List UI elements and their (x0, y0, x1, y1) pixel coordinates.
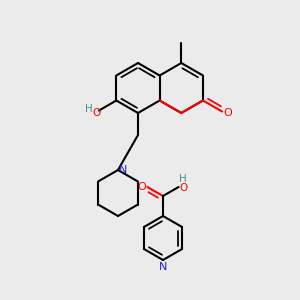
Text: N: N (159, 262, 167, 272)
Text: O: O (224, 107, 232, 118)
Text: O: O (92, 109, 100, 118)
Text: O: O (179, 183, 188, 193)
Text: N: N (119, 165, 127, 175)
Text: H: H (85, 104, 93, 115)
Text: H: H (179, 174, 187, 184)
Text: O: O (137, 182, 146, 192)
